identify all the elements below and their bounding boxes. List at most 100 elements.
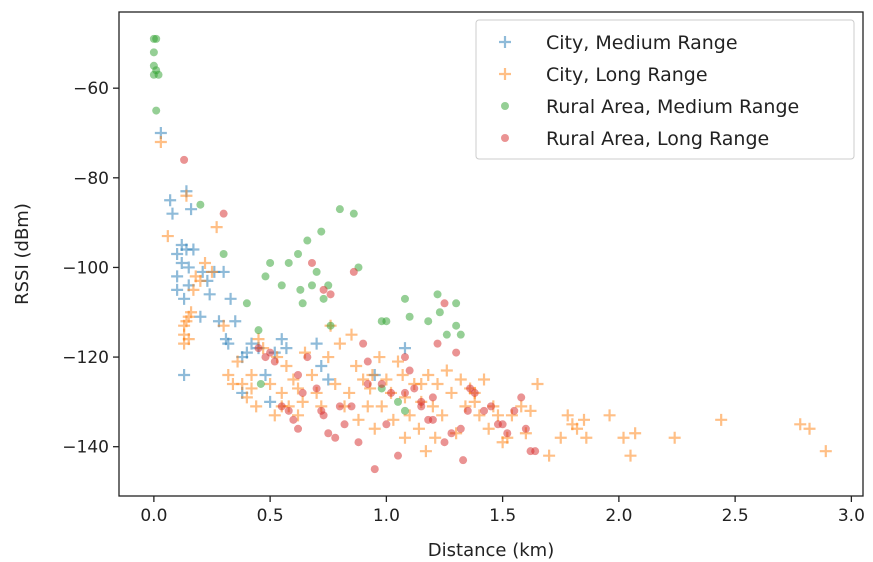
data-point xyxy=(578,413,590,426)
data-point xyxy=(175,256,188,269)
data-point xyxy=(242,299,251,308)
data-point xyxy=(264,395,277,408)
data-point xyxy=(305,369,318,381)
data-point xyxy=(405,366,414,375)
data-point xyxy=(326,321,335,330)
data-point xyxy=(387,388,396,397)
data-point xyxy=(178,292,191,305)
data-point xyxy=(319,411,328,420)
series-3 xyxy=(180,155,540,474)
data-point xyxy=(229,315,242,328)
data-point xyxy=(561,409,574,422)
data-point xyxy=(315,360,328,373)
legend-label: Rural Area, Medium Range xyxy=(546,96,799,118)
axes: 0.0 0.5 1.0 1.5 2.0 2.5 3.0 −60 −80 −100 −120 −140 xyxy=(62,11,865,526)
data-point xyxy=(180,155,189,164)
data-point xyxy=(275,333,288,346)
data-point xyxy=(352,413,365,426)
data-point xyxy=(149,70,158,79)
x-tick-label: 2.0 xyxy=(605,506,632,526)
data-point xyxy=(445,386,458,399)
data-point xyxy=(442,330,451,339)
data-point xyxy=(422,369,435,381)
data-point xyxy=(171,248,184,260)
data-point xyxy=(324,429,333,438)
data-point xyxy=(312,384,321,393)
data-point xyxy=(322,351,335,364)
data-point xyxy=(280,360,293,373)
data-point xyxy=(203,288,216,301)
legend-marker xyxy=(501,102,509,110)
data-point xyxy=(307,258,316,267)
data-point xyxy=(319,294,328,303)
data-point xyxy=(236,377,249,390)
data-point xyxy=(435,308,444,317)
legend-label: City, Long Range xyxy=(546,64,708,86)
data-point xyxy=(294,371,303,379)
data-point xyxy=(178,369,191,381)
y-tick-label: −140 xyxy=(62,438,109,458)
data-point xyxy=(254,344,263,353)
data-point xyxy=(354,438,363,447)
data-point xyxy=(417,397,426,406)
data-point xyxy=(482,422,495,435)
data-point xyxy=(424,317,433,326)
legend-frame xyxy=(475,19,855,160)
data-point xyxy=(245,369,258,381)
data-point xyxy=(403,409,416,422)
data-point xyxy=(349,267,358,276)
data-point xyxy=(292,382,305,395)
data-point xyxy=(440,364,453,377)
data-point xyxy=(431,377,444,390)
legend-label: City, Medium Range xyxy=(546,32,738,54)
data-point xyxy=(517,393,526,402)
data-point xyxy=(149,48,158,57)
data-point xyxy=(154,135,167,148)
data-point xyxy=(261,272,270,281)
data-point xyxy=(331,433,340,442)
data-point xyxy=(419,445,432,458)
data-point xyxy=(440,438,449,447)
data-point xyxy=(231,355,244,368)
data-point xyxy=(187,283,200,296)
data-point xyxy=(368,422,381,435)
data-point xyxy=(185,203,198,216)
data-point xyxy=(498,420,507,429)
data-point xyxy=(510,406,519,415)
data-point xyxy=(294,250,303,258)
data-point xyxy=(317,227,326,236)
data-point xyxy=(571,422,584,435)
data-point xyxy=(370,465,379,474)
data-point xyxy=(194,274,207,287)
data-point xyxy=(452,299,461,308)
data-point xyxy=(319,285,328,294)
data-point xyxy=(400,353,409,362)
data-point xyxy=(468,395,481,408)
data-point xyxy=(415,377,428,390)
data-point xyxy=(277,281,286,290)
data-point xyxy=(803,422,816,435)
x-tick-label: 2.5 xyxy=(722,506,749,526)
data-point xyxy=(284,406,293,415)
data-point xyxy=(405,312,414,321)
data-point xyxy=(256,379,265,388)
x-tick-label: 0.5 xyxy=(257,506,284,526)
x-tick-label: 1.5 xyxy=(489,506,516,526)
data-point xyxy=(580,431,593,444)
data-point xyxy=(459,456,468,465)
data-point xyxy=(152,106,161,115)
data-point xyxy=(277,402,286,411)
data-point xyxy=(617,431,630,444)
data-point xyxy=(185,306,198,319)
data-point xyxy=(298,299,307,308)
data-point xyxy=(433,290,442,299)
legend-label: Rural Area, Long Range xyxy=(546,128,769,150)
data-point xyxy=(400,406,409,415)
data-point xyxy=(219,250,228,258)
data-point xyxy=(554,431,567,444)
x-tick-label: 1.0 xyxy=(373,506,400,526)
data-point xyxy=(363,379,372,388)
data-point xyxy=(329,377,342,390)
data-point xyxy=(531,447,540,456)
data-point xyxy=(359,339,368,348)
